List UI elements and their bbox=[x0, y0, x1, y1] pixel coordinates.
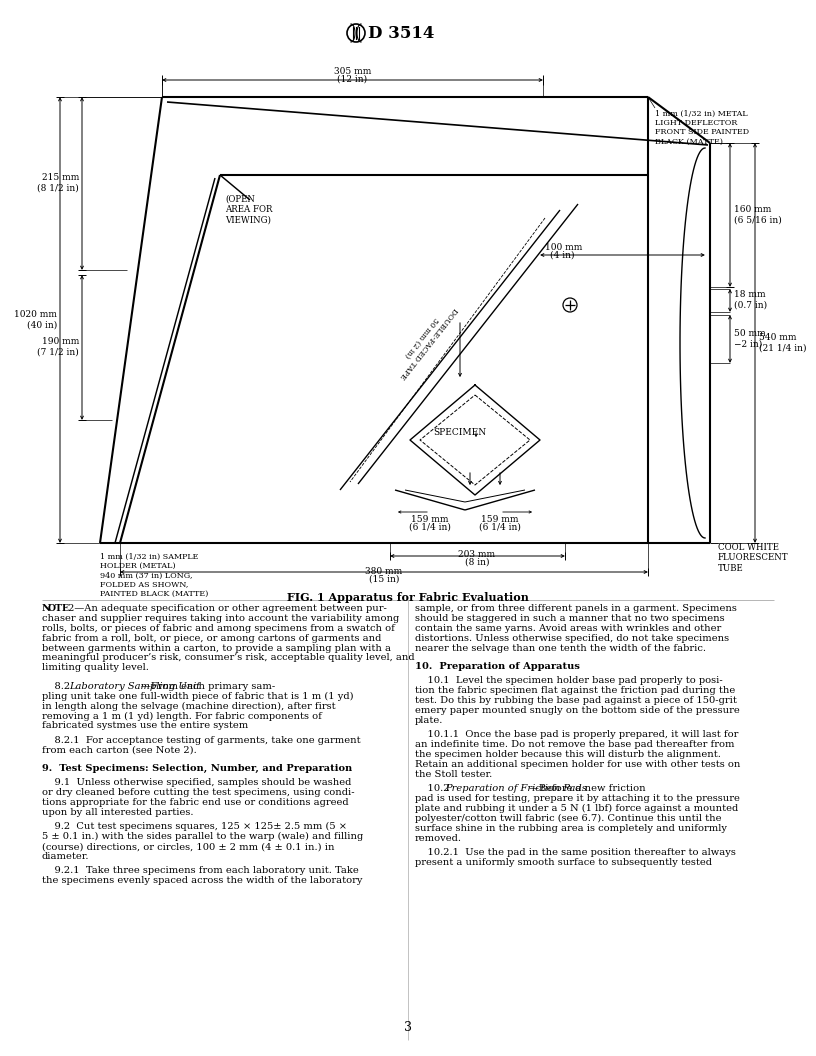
Text: 3: 3 bbox=[404, 1021, 412, 1034]
Text: Preparation of Friction Pads: Preparation of Friction Pads bbox=[445, 785, 587, 793]
Text: 100 mm: 100 mm bbox=[545, 243, 583, 252]
Text: removed.: removed. bbox=[415, 833, 462, 843]
Text: tions appropriate for the fabric end use or conditions agreed: tions appropriate for the fabric end use… bbox=[42, 798, 348, 807]
Text: 215 mm
(8 1/2 in): 215 mm (8 1/2 in) bbox=[38, 173, 79, 192]
Text: (course) directions, or circles, 100 ± 2 mm (4 ± 0.1 in.) in: (course) directions, or circles, 100 ± 2… bbox=[42, 842, 335, 851]
Text: diameter.: diameter. bbox=[42, 852, 90, 861]
Text: chaser and supplier requires taking into account the variability among: chaser and supplier requires taking into… bbox=[42, 614, 399, 623]
Text: —From each primary sam-: —From each primary sam- bbox=[141, 682, 275, 691]
Text: 10.1  Level the specimen holder base pad properly to posi-: 10.1 Level the specimen holder base pad … bbox=[415, 676, 723, 685]
Text: FIG. 1 Apparatus for Fabric Evaluation: FIG. 1 Apparatus for Fabric Evaluation bbox=[287, 592, 529, 603]
Text: fabric from a roll, bolt, or piece, or among cartons of garments and: fabric from a roll, bolt, or piece, or a… bbox=[42, 634, 381, 643]
Text: (8 in): (8 in) bbox=[465, 558, 490, 567]
Text: 8.2: 8.2 bbox=[42, 682, 77, 691]
Text: in length along the selvage (machine direction), after first: in length along the selvage (machine dir… bbox=[42, 701, 335, 711]
Text: between garments within a carton, to provide a sampling plan with a: between garments within a carton, to pro… bbox=[42, 643, 391, 653]
Text: 159 mm: 159 mm bbox=[411, 515, 449, 524]
Text: should be staggered in such a manner that no two specimens: should be staggered in such a manner tha… bbox=[415, 614, 725, 623]
Text: polyester/cotton twill fabric (see 6.7). Continue this until the: polyester/cotton twill fabric (see 6.7).… bbox=[415, 814, 721, 823]
Text: pling unit take one full-width piece of fabric that is 1 m (1 yd): pling unit take one full-width piece of … bbox=[42, 692, 353, 701]
Text: 159 mm: 159 mm bbox=[481, 515, 519, 524]
Text: 10.2: 10.2 bbox=[415, 785, 456, 793]
Text: upon by all interested parties.: upon by all interested parties. bbox=[42, 808, 193, 817]
Text: 10.1.1  Once the base pad is properly prepared, it will last for: 10.1.1 Once the base pad is properly pre… bbox=[415, 731, 738, 739]
Text: nearer the selvage than one tenth the width of the fabric.: nearer the selvage than one tenth the wi… bbox=[415, 643, 706, 653]
Text: (15 in): (15 in) bbox=[369, 576, 399, 584]
Text: rolls, bolts, or pieces of fabric and among specimens from a swatch of: rolls, bolts, or pieces of fabric and am… bbox=[42, 624, 395, 633]
Text: (4 in): (4 in) bbox=[550, 251, 574, 260]
Text: N: N bbox=[42, 604, 51, 612]
Text: COOL WHITE
FLUORESCENT
TUBE: COOL WHITE FLUORESCENT TUBE bbox=[718, 543, 788, 572]
Text: 190 mm
(7 1/2 in): 190 mm (7 1/2 in) bbox=[38, 337, 79, 357]
Text: the specimen holder because this will disturb the alignment.: the specimen holder because this will di… bbox=[415, 750, 721, 759]
Text: 9.2.1  Take three specimens from each laboratory unit. Take: 9.2.1 Take three specimens from each lab… bbox=[42, 866, 359, 875]
Text: 9.1  Unless otherwise specified, samples should be washed: 9.1 Unless otherwise specified, samples … bbox=[42, 778, 352, 787]
Text: the Stoll tester.: the Stoll tester. bbox=[415, 770, 492, 779]
Text: plate.: plate. bbox=[415, 716, 443, 724]
Text: the specimens evenly spaced across the width of the laboratory: the specimens evenly spaced across the w… bbox=[42, 876, 362, 885]
Text: (6 1/4 in): (6 1/4 in) bbox=[479, 523, 521, 532]
Text: tion the fabric specimen flat against the friction pad during the: tion the fabric specimen flat against th… bbox=[415, 686, 735, 695]
Text: distortions. Unless otherwise specified, do not take specimens: distortions. Unless otherwise specified,… bbox=[415, 634, 730, 643]
Text: plate and rubbing it under a 5 N (1 lbf) force against a mounted: plate and rubbing it under a 5 N (1 lbf)… bbox=[415, 804, 738, 813]
Text: pad is used for testing, prepare it by attaching it to the pressure: pad is used for testing, prepare it by a… bbox=[415, 794, 740, 803]
Text: 540 mm
(21 1/4 in): 540 mm (21 1/4 in) bbox=[759, 334, 806, 353]
Text: 203 mm: 203 mm bbox=[459, 550, 495, 559]
Text: limiting quality level.: limiting quality level. bbox=[42, 663, 149, 673]
Text: removing a 1 m (1 yd) length. For fabric components of: removing a 1 m (1 yd) length. For fabric… bbox=[42, 712, 322, 720]
Text: 305 mm: 305 mm bbox=[334, 67, 371, 76]
Text: Retain an additional specimen holder for use with other tests on: Retain an additional specimen holder for… bbox=[415, 760, 740, 769]
Text: 2—An adequate specification or other agreement between pur-: 2—An adequate specification or other agr… bbox=[65, 604, 387, 612]
Text: 10.  Preparation of Apparatus: 10. Preparation of Apparatus bbox=[415, 662, 580, 671]
Text: or dry cleaned before cutting the test specimens, using condi-: or dry cleaned before cutting the test s… bbox=[42, 788, 355, 797]
Text: fabricated systmes use the entire system: fabricated systmes use the entire system bbox=[42, 721, 248, 731]
Text: (12 in): (12 in) bbox=[338, 75, 367, 84]
Text: contain the same yarns. Avoid areas with wrinkles and other: contain the same yarns. Avoid areas with… bbox=[415, 624, 721, 633]
Text: 10.2.1  Use the pad in the same position thereafter to always: 10.2.1 Use the pad in the same position … bbox=[415, 848, 736, 857]
Text: emery paper mounted snugly on the bottom side of the pressure: emery paper mounted snugly on the bottom… bbox=[415, 706, 740, 715]
Text: 1 mm (1/32 in) METAL
LIGHT DEFLECTOR
FRONT SIDE PAINTED
BLACK (MATTE): 1 mm (1/32 in) METAL LIGHT DEFLECTOR FRO… bbox=[655, 110, 749, 146]
Text: 380 mm: 380 mm bbox=[366, 567, 402, 576]
Text: D 3514: D 3514 bbox=[368, 25, 434, 42]
Text: DOUBLE-FACED TAPE
50 mm (2 in): DOUBLE-FACED TAPE 50 mm (2 in) bbox=[391, 300, 459, 380]
Text: (OPEN
AREA FOR
VIEWING): (OPEN AREA FOR VIEWING) bbox=[225, 195, 273, 225]
Text: 8.2.1  For acceptance testing of garments, take one garment: 8.2.1 For acceptance testing of garments… bbox=[42, 736, 361, 744]
Text: meaningful producer’s risk, consumer’s risk, acceptable quality level, and: meaningful producer’s risk, consumer’s r… bbox=[42, 654, 415, 662]
Text: 9.2  Cut test specimens squares, 125 × 125± 2.5 mm (5 ×: 9.2 Cut test specimens squares, 125 × 12… bbox=[42, 823, 347, 831]
Text: Laboratory Sampling Unit: Laboratory Sampling Unit bbox=[69, 682, 200, 691]
Text: 50 mm
−2 in): 50 mm −2 in) bbox=[734, 329, 765, 348]
Text: 160 mm
(6 5/16 in): 160 mm (6 5/16 in) bbox=[734, 205, 782, 225]
Text: 5 ± 0.1 in.) with the sides parallel to the warp (wale) and filling: 5 ± 0.1 in.) with the sides parallel to … bbox=[42, 832, 363, 842]
Text: OTE: OTE bbox=[47, 604, 69, 612]
Text: —Before a new friction: —Before a new friction bbox=[529, 785, 645, 793]
Text: test. Do this by rubbing the base pad against a piece of 150-grit: test. Do this by rubbing the base pad ag… bbox=[415, 696, 737, 705]
Text: (6 1/4 in): (6 1/4 in) bbox=[409, 523, 451, 532]
Text: SPECIMEN: SPECIMEN bbox=[433, 428, 486, 437]
Text: sample, or from three different panels in a garment. Specimens: sample, or from three different panels i… bbox=[415, 604, 737, 612]
Text: 1 mm (1/32 in) SAMPLE
HOLDER (METAL)
940 mm (37 in) LONG,
FOLDED AS SHOWN,
PAINT: 1 mm (1/32 in) SAMPLE HOLDER (METAL) 940… bbox=[100, 553, 208, 598]
Text: surface shine in the rubbing area is completely and uniformly: surface shine in the rubbing area is com… bbox=[415, 824, 727, 833]
Text: 1020 mm
(40 in): 1020 mm (40 in) bbox=[14, 310, 57, 329]
Text: from each carton (see Note 2).: from each carton (see Note 2). bbox=[42, 746, 197, 755]
Text: 18 mm
(0.7 in): 18 mm (0.7 in) bbox=[734, 290, 767, 309]
Text: an indefinite time. Do not remove the base pad thereafter from: an indefinite time. Do not remove the ba… bbox=[415, 740, 734, 749]
Text: present a uniformly smooth surface to subsequently tested: present a uniformly smooth surface to su… bbox=[415, 857, 712, 867]
Text: 9.  Test Specimens: Selection, Number, and Preparation: 9. Test Specimens: Selection, Number, an… bbox=[42, 763, 353, 773]
